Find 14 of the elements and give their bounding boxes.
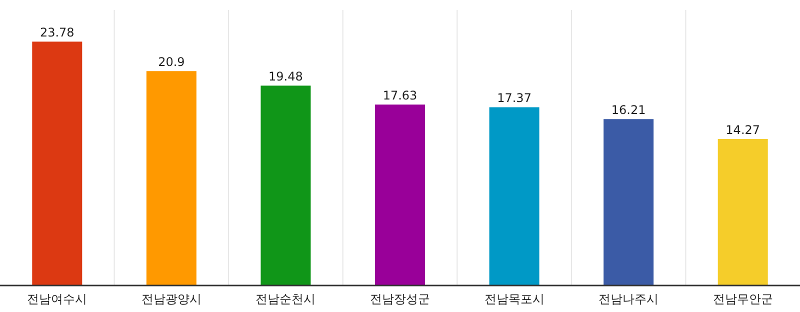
data-label: 23.78 [40, 26, 74, 40]
x-tick-label: 전남여수시 [27, 292, 88, 306]
x-tick-label: 전남순천시 [256, 292, 316, 306]
x-tick-label: 전남장성군 [370, 292, 430, 306]
data-label: 20.9 [158, 55, 185, 70]
data-label: 19.48 [268, 70, 303, 84]
x-tick-label: 전남무안군 [712, 292, 773, 306]
data-label: 16.21 [611, 103, 646, 118]
data-label: 17.37 [497, 91, 532, 106]
data-label: 14.27 [726, 122, 760, 137]
x-tick-label: 전남나주시 [598, 292, 659, 306]
x-tick-label: 전남광양시 [141, 292, 202, 306]
data-label: 17.63 [382, 88, 418, 103]
x-tick-label: 전남목포시 [484, 292, 544, 306]
